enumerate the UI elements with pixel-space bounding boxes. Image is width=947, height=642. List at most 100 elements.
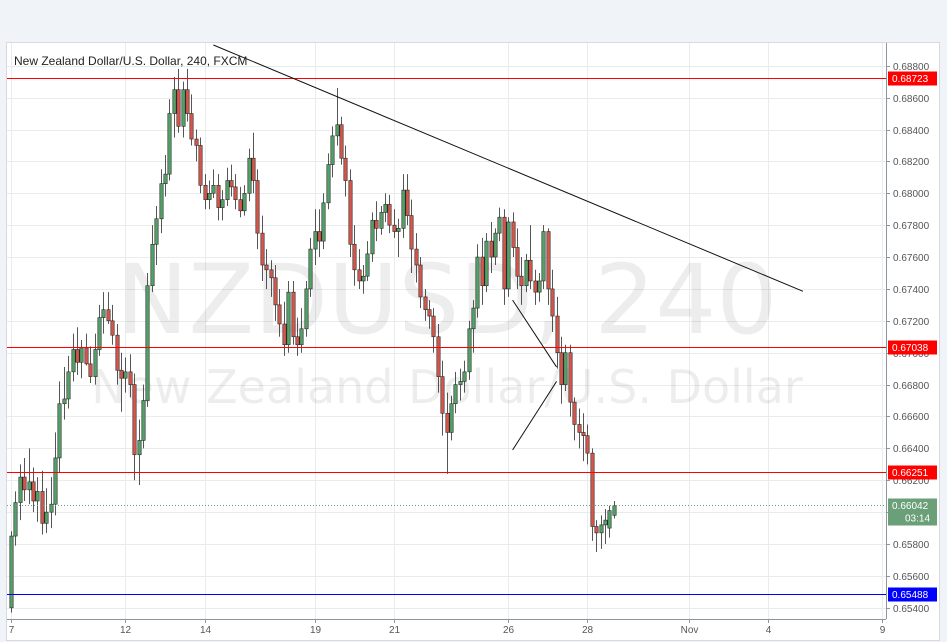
candle	[515, 228, 520, 289]
candle	[159, 169, 164, 234]
candles	[9, 68, 617, 613]
candle	[519, 257, 524, 305]
candle	[88, 346, 93, 384]
candle-body	[101, 309, 106, 318]
candle-body	[480, 256, 485, 287]
candle-body	[445, 412, 450, 433]
candle	[577, 408, 582, 449]
candle-body	[225, 180, 230, 200]
candle-body	[40, 491, 45, 524]
candle	[313, 209, 318, 266]
candle	[321, 193, 326, 250]
candle	[269, 260, 274, 297]
candle	[392, 209, 397, 238]
candle-body	[167, 113, 172, 175]
candle	[396, 218, 401, 258]
candle	[277, 288, 282, 337]
candle	[198, 137, 203, 194]
candle-body	[304, 288, 309, 330]
candle	[163, 155, 168, 197]
candle-body	[581, 432, 586, 436]
candle-body	[612, 505, 617, 516]
candle-body	[233, 186, 238, 200]
price-tag-bg	[888, 71, 937, 86]
candle	[458, 368, 463, 401]
candle-body	[198, 145, 203, 186]
candle	[405, 174, 410, 226]
price-tick-label: 0.67400	[893, 285, 930, 296]
time-tick-label: 21	[389, 625, 401, 636]
candle-body	[317, 231, 322, 242]
candle-body	[242, 192, 247, 212]
candle	[335, 88, 340, 146]
candle-body	[335, 124, 340, 137]
candle	[9, 531, 14, 613]
candle-body	[370, 220, 375, 255]
candle-body	[537, 280, 542, 293]
candle-body	[497, 216, 502, 234]
candle	[154, 206, 159, 266]
candle	[431, 308, 436, 353]
candle	[176, 68, 181, 133]
time-tick-label: 12	[120, 625, 132, 636]
price-tag-label: 0.65488	[892, 590, 929, 601]
candle-body	[207, 192, 212, 200]
candle	[524, 253, 529, 293]
candle	[295, 317, 300, 356]
price-tick-label: 0.66600	[893, 412, 930, 423]
price-tick-label: 0.65800	[893, 540, 930, 551]
candle	[361, 265, 366, 294]
candle-body	[590, 452, 595, 527]
candle	[339, 116, 344, 165]
candle-body	[247, 157, 252, 194]
candle	[484, 233, 489, 293]
candle	[423, 288, 428, 321]
candle	[348, 169, 353, 258]
candle-body	[599, 524, 604, 534]
candle-body	[229, 180, 234, 188]
candle-body	[555, 315, 560, 354]
price-tick-label: 0.66800	[893, 381, 930, 392]
time-tick-label: 9	[880, 625, 886, 636]
candle	[343, 145, 348, 197]
candle	[189, 94, 194, 146]
candle-body	[128, 371, 133, 385]
horizontal-levels	[7, 78, 886, 595]
time-tick-label: Nov	[681, 625, 699, 636]
candle-body	[563, 352, 568, 385]
candle-body	[163, 173, 168, 185]
candle-body	[154, 218, 159, 245]
candle	[427, 300, 432, 329]
time-axis[interactable]: 7 12 14 19 21 26 28 Nov 4 9	[9, 619, 886, 636]
candle	[308, 237, 313, 297]
candle-body	[559, 352, 564, 385]
price-tag-label: 0.67038	[892, 343, 929, 354]
candle	[229, 164, 234, 197]
candle-body	[141, 400, 146, 441]
candle-body	[453, 384, 458, 405]
candle	[211, 169, 216, 199]
chart-panel[interactable]: NZDUSD, 240 New Zealand Dollar/U.S. Doll…	[6, 42, 940, 641]
candle-body	[264, 264, 269, 271]
candle-body	[339, 124, 344, 159]
candle-body	[409, 215, 414, 250]
candle	[541, 225, 546, 289]
candle	[462, 360, 467, 393]
candle	[409, 199, 414, 273]
price-axis[interactable]: 0.68800 0.68600 0.68400 0.68200 0.68000 0.678…	[886, 62, 930, 615]
candle-body	[502, 216, 507, 290]
candle-body	[255, 180, 260, 234]
candle-body	[22, 476, 27, 491]
candle	[145, 272, 150, 407]
candle	[132, 373, 137, 481]
candle	[225, 167, 230, 207]
candle	[414, 233, 419, 283]
candle-body	[150, 243, 155, 287]
candle-body	[541, 231, 546, 282]
time-tick-label: 7	[9, 625, 15, 636]
candle-body	[260, 232, 265, 266]
candle	[242, 185, 247, 216]
candle	[93, 333, 98, 385]
candle-body	[427, 309, 432, 317]
candle	[471, 300, 476, 353]
